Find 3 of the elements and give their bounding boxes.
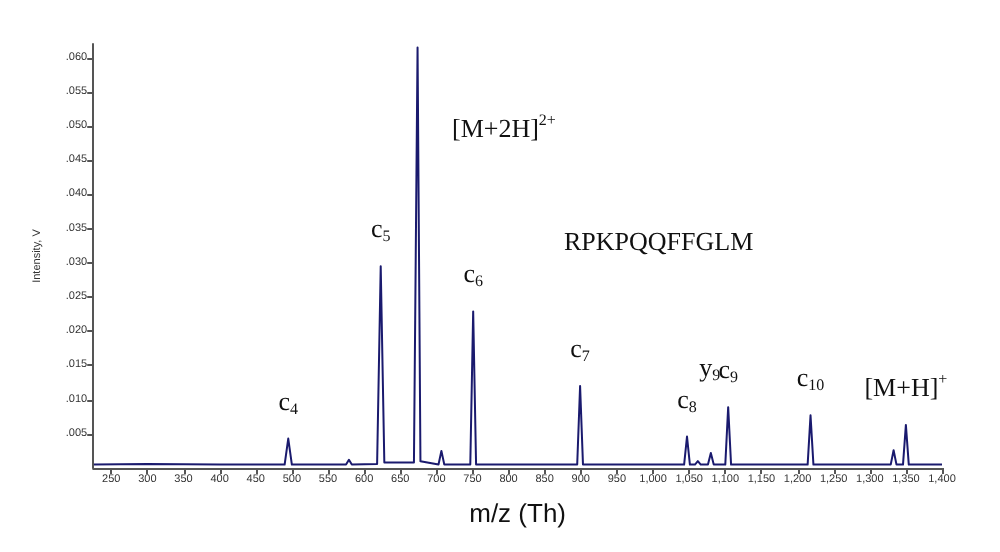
annotation: [M+H]+ <box>864 369 949 402</box>
x-axis-title: m/z (Th) <box>469 498 566 528</box>
annotation: RPKPQQFFGLM <box>564 226 755 256</box>
